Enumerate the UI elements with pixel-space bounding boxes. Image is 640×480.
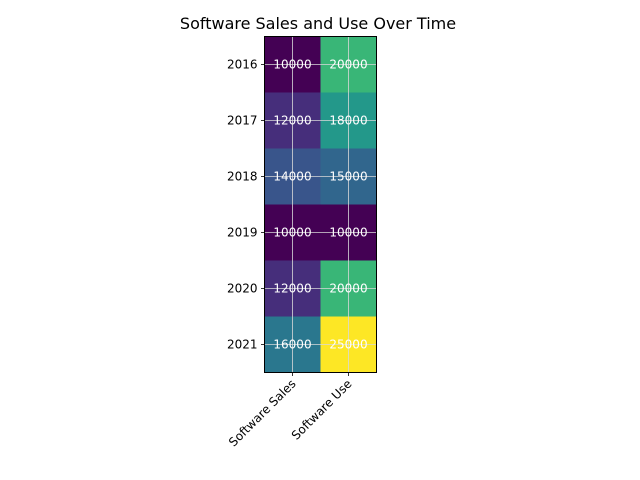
chart-title: Software Sales and Use Over Time	[180, 14, 456, 33]
y-tick-label: 2016	[227, 58, 258, 72]
y-tick-label: 2021	[227, 338, 258, 352]
x-tick-label: Software Use	[289, 377, 355, 443]
cell-value-label: 12000	[273, 282, 311, 296]
cell-value-label: 14000	[273, 170, 311, 184]
cell-value-label: 15000	[329, 170, 367, 184]
cell-value-label: 16000	[273, 338, 311, 352]
cell-value-label: 18000	[329, 114, 367, 128]
y-tick-label: 2018	[227, 170, 258, 184]
cell-value-label: 12000	[273, 114, 311, 128]
y-tick-label: 2020	[227, 282, 258, 296]
x-tick-label: Software Sales	[226, 377, 299, 450]
grid-lines	[264, 36, 377, 373]
cell-labels: 10000 20000 12000 18000 14000 15000 10000 10000…	[273, 58, 367, 352]
cell-value-label: 10000	[273, 226, 311, 240]
cell-value-label: 25000	[329, 338, 367, 352]
y-tick-label: 2017	[227, 114, 258, 128]
heatmap-cells	[264, 36, 377, 373]
y-tick-label: 2019	[227, 226, 258, 240]
y-axis-ticks: 2016 2017 2018 2019 2020 2021	[227, 58, 265, 352]
cell-value-label: 20000	[329, 58, 367, 72]
plot-frame	[264, 36, 377, 373]
cell-value-label: 10000	[273, 58, 311, 72]
cell-value-label: 10000	[329, 226, 367, 240]
cell-value-label: 20000	[329, 282, 367, 296]
